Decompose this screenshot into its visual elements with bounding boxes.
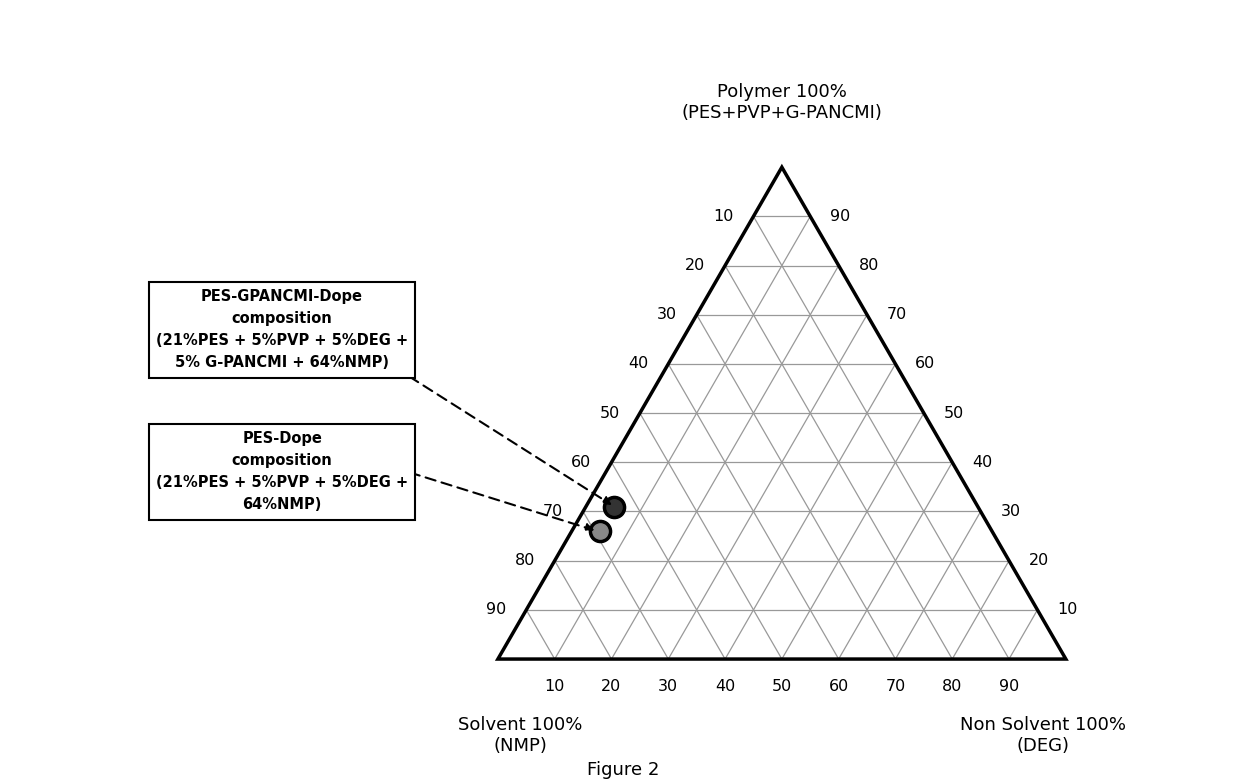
Text: Non Solvent 100%
(DEG): Non Solvent 100% (DEG) [960, 716, 1126, 755]
Text: 40: 40 [629, 357, 649, 372]
Text: PES-Dope
composition
(21%PES + 5%PVP + 5%DEG +
64%NMP): PES-Dope composition (21%PES + 5%PVP + 5… [156, 431, 408, 513]
Text: Solvent 100%
(NMP): Solvent 100% (NMP) [459, 716, 583, 755]
Text: 30: 30 [1001, 504, 1021, 519]
Text: 80: 80 [858, 258, 879, 273]
Text: PES-GPANCMI-Dope
composition
(21%PES + 5%PVP + 5%DEG +
5% G-PANCMI + 64%NMP): PES-GPANCMI-Dope composition (21%PES + 5… [156, 289, 408, 371]
Text: 10: 10 [1058, 602, 1078, 617]
Text: 10: 10 [713, 209, 734, 224]
Text: 70: 70 [885, 679, 905, 694]
Text: 80: 80 [515, 554, 534, 568]
Text: 10: 10 [544, 679, 565, 694]
Text: 70: 70 [887, 307, 908, 322]
Text: 70: 70 [543, 504, 563, 519]
Text: 60: 60 [572, 455, 591, 470]
Text: Figure 2: Figure 2 [587, 761, 658, 779]
Text: 20: 20 [601, 679, 621, 694]
Text: Polymer 100%
(PES+PVP+G-PANCMI): Polymer 100% (PES+PVP+G-PANCMI) [682, 83, 883, 122]
Text: 60: 60 [915, 357, 935, 372]
Text: 40: 40 [972, 455, 992, 470]
Text: 30: 30 [658, 679, 678, 694]
Text: 90: 90 [999, 679, 1019, 694]
Text: 40: 40 [715, 679, 735, 694]
Text: 90: 90 [830, 209, 851, 224]
Text: 20: 20 [1029, 554, 1049, 568]
Text: 50: 50 [771, 679, 792, 694]
Text: 50: 50 [944, 405, 963, 421]
Text: 80: 80 [942, 679, 962, 694]
Text: 50: 50 [600, 405, 620, 421]
Text: 60: 60 [828, 679, 849, 694]
Text: 20: 20 [684, 258, 706, 273]
Text: 30: 30 [657, 307, 677, 322]
Text: 90: 90 [486, 602, 506, 617]
